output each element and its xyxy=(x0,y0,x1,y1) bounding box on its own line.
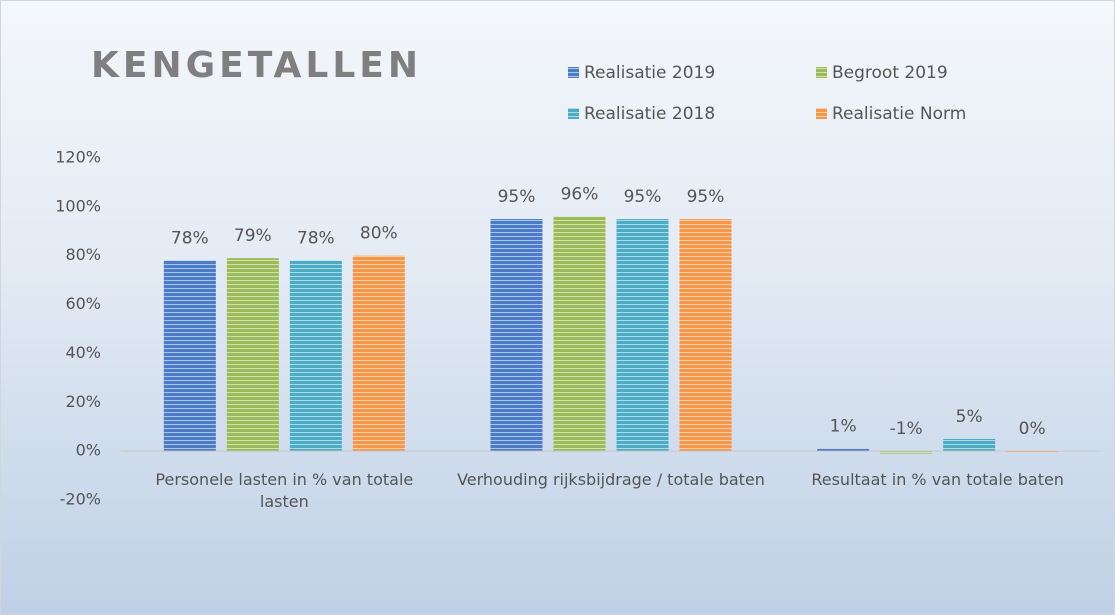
legend-label: Realisatie 2018 xyxy=(584,104,715,124)
data-label: 1% xyxy=(830,417,857,437)
data-label: 78% xyxy=(297,229,335,249)
bar xyxy=(616,219,669,452)
data-label: 95% xyxy=(498,187,536,207)
y-tick-label: 40% xyxy=(65,343,101,362)
data-label: 96% xyxy=(561,185,599,205)
data-label: 95% xyxy=(624,187,662,207)
bar xyxy=(289,260,342,452)
bar xyxy=(553,216,606,452)
x-tick-label: Verhouding rijksbijdrage / totale baten xyxy=(457,470,765,490)
data-label: 95% xyxy=(687,187,725,207)
data-label: 0% xyxy=(1019,419,1046,439)
bar xyxy=(226,258,279,452)
bar xyxy=(817,448,870,452)
y-tick-label: 20% xyxy=(65,392,101,411)
data-label: 79% xyxy=(234,226,272,246)
chart-title: KENGETALLEN xyxy=(91,45,422,86)
y-tick-label: 0% xyxy=(76,441,101,460)
legend-swatch xyxy=(816,108,827,119)
y-tick-label: 60% xyxy=(65,294,101,313)
legend-swatch xyxy=(568,67,579,78)
bar xyxy=(490,219,543,452)
legend-label: Realisatie 2019 xyxy=(584,63,715,83)
bar xyxy=(352,255,405,452)
x-tick-label: Personele lasten in % van totale lasten xyxy=(155,470,414,512)
bar xyxy=(163,260,216,452)
legend-label: Begroot 2019 xyxy=(832,63,948,83)
y-tick-label: -20% xyxy=(60,490,101,509)
bar xyxy=(943,438,996,452)
legend-label: Realisatie Norm xyxy=(832,104,966,124)
legend-swatch xyxy=(568,108,579,119)
x-tick-label: Resultaat in % van totale baten xyxy=(811,470,1064,490)
data-label: 5% xyxy=(956,407,983,427)
data-label: 80% xyxy=(360,224,398,244)
bar xyxy=(679,219,732,452)
y-tick-label: 80% xyxy=(65,245,101,264)
bar xyxy=(880,451,933,454)
data-label: 78% xyxy=(171,229,209,249)
data-label: -1% xyxy=(890,419,923,439)
y-tick-label: 100% xyxy=(55,196,101,215)
y-tick-label: 120% xyxy=(55,148,101,167)
legend-swatch xyxy=(816,67,827,78)
